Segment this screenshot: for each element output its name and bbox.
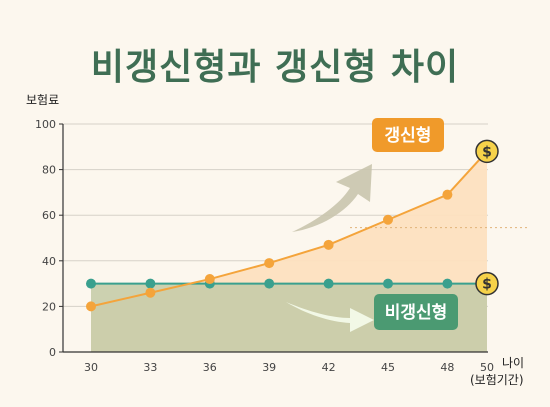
non-renewal-badge-label: 비갱신형 xyxy=(385,302,448,323)
renewal-point xyxy=(323,239,334,250)
non-renewal-badge xyxy=(374,294,458,330)
x-axis-sublabel: (보험기간) xyxy=(470,373,524,387)
renewal-badge xyxy=(372,118,444,152)
page-title: 비갱신형과 갱신형 차이 xyxy=(90,47,460,88)
renewal-coin-icon xyxy=(475,139,499,164)
y-tick-label: 80 xyxy=(42,164,56,177)
y-axis-label: 보험료 xyxy=(26,93,59,107)
growth-arrow-icon xyxy=(292,164,372,232)
renewal-line xyxy=(90,150,488,308)
x-tick-label: 33 xyxy=(143,361,157,374)
renewal-point xyxy=(204,274,215,285)
y-tick-label: 40 xyxy=(42,255,56,268)
renewal-coin-icon-label: $ xyxy=(482,144,492,160)
y-tick-label: 0 xyxy=(49,346,56,359)
non-renewal-point xyxy=(145,278,156,289)
x-tick-label: 30 xyxy=(84,361,98,374)
renewal-point xyxy=(145,287,156,298)
renewal-point xyxy=(86,301,96,312)
renewal-point xyxy=(442,189,453,200)
renewal-point xyxy=(383,214,393,225)
renewal-point xyxy=(264,258,275,269)
x-tick-label: 48 xyxy=(440,361,454,374)
x-tick-label: 42 xyxy=(322,361,336,374)
non-renewal-coin-icon-label: $ xyxy=(482,277,492,293)
non-renewal-point xyxy=(383,278,393,289)
y-tick-label: 100 xyxy=(35,118,56,131)
non-renewal-point xyxy=(442,278,453,289)
flat-arrow-icon xyxy=(286,302,374,332)
y-tick-label: 20 xyxy=(42,300,56,313)
x-tick-label: 50 xyxy=(480,361,494,374)
x-tick-label: 39 xyxy=(262,361,276,374)
non-renewal-point xyxy=(323,278,334,289)
non-renewal-point xyxy=(264,278,275,289)
non-renewal-point xyxy=(86,278,96,289)
x-tick-label: 36 xyxy=(203,361,217,374)
renewal-badge-label: 갱신형 xyxy=(385,125,432,146)
x-tick-label: 45 xyxy=(381,361,395,374)
x-axis-label: 나이 xyxy=(502,356,524,370)
y-tick-label: 60 xyxy=(42,209,56,222)
non-renewal-coin-icon xyxy=(475,271,499,296)
